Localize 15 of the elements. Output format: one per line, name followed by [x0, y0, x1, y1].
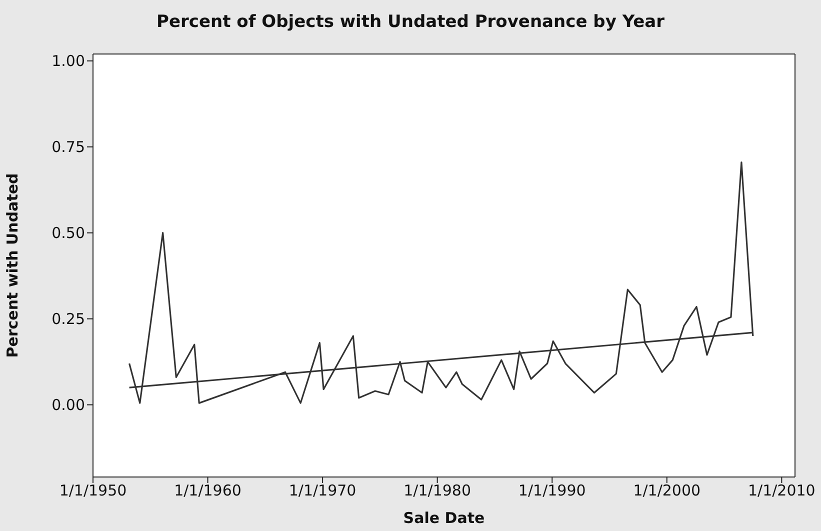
y-tick-label: 0.50: [52, 224, 85, 242]
x-axis-title: Sale Date: [403, 509, 485, 527]
chart-title: Percent of Objects with Undated Provenance by Year: [156, 12, 666, 32]
y-tick-label: 0.00: [52, 396, 85, 414]
x-tick-label: 1/1/2000: [633, 482, 701, 500]
y-tick-label: 0.25: [52, 310, 85, 328]
x-tick-label: 1/1/1990: [518, 482, 586, 500]
x-tick-label: 1/1/1970: [288, 482, 356, 500]
y-axis-title: Percent with Undated: [3, 173, 22, 358]
x-tick-label: 1/1/2010: [748, 482, 816, 500]
y-tick-label: 0.75: [52, 138, 85, 156]
x-tick-label: 1/1/1950: [59, 482, 127, 500]
y-tick-label: 1.00: [52, 52, 85, 70]
x-tick-label: 1/1/1980: [404, 482, 472, 500]
x-tick-label: 1/1/1960: [174, 482, 242, 500]
